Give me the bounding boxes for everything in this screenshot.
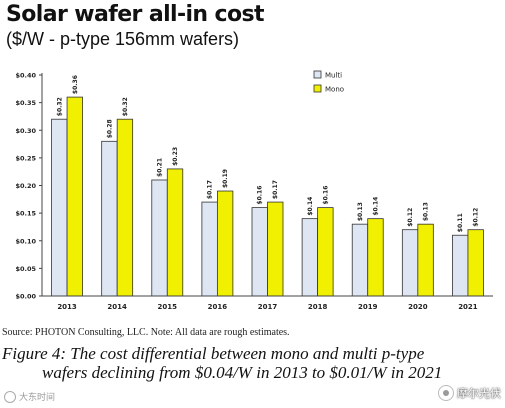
watermark-left-text: 大东时间 — [19, 393, 56, 403]
bar-mono-2016 — [216, 190, 234, 297]
logo-icon — [438, 385, 454, 401]
data-label: $0.12 — [407, 208, 414, 227]
bar-multi-2017 — [251, 207, 268, 297]
bar-multi-2014 — [101, 140, 118, 297]
data-label: $0.19 — [222, 169, 229, 188]
bar-mono-2015 — [166, 168, 184, 297]
figure-caption: Figure 4: The cost differential between … — [0, 344, 505, 382]
caption-line-1: Figure 4: The cost differential between … — [2, 344, 425, 363]
x-tick-label: 2016 — [208, 303, 228, 311]
x-tick-label: 2020 — [408, 303, 428, 311]
watermark-left: 大东时间 — [4, 390, 55, 403]
data-label: $0.12 — [473, 208, 480, 227]
wechat-icon — [4, 390, 16, 403]
data-label: $0.13 — [423, 202, 430, 221]
data-label: $0.17 — [272, 180, 279, 199]
bar-mono-2021 — [467, 229, 484, 297]
y-axis: $0.00 $0.05 $0.10 $0.15 $0.20 $0.25 $0.30 $0.35… — [15, 72, 43, 301]
y-tick-label: $0.10 — [15, 237, 36, 245]
y-tick-label: $0.20 — [15, 182, 36, 190]
bar-multi-2018 — [301, 218, 319, 297]
y-tick-label: $0.00 — [15, 293, 36, 301]
x-tick-label: 2015 — [158, 303, 178, 311]
bar-mono-2019 — [367, 218, 384, 297]
bar-mono-2014 — [116, 118, 134, 297]
y-tick-label: $0.30 — [15, 127, 36, 135]
bar-multi-2016 — [201, 201, 218, 297]
data-label: $0.36 — [72, 75, 79, 94]
data-label: $0.13 — [357, 202, 364, 221]
legend-swatch-mono — [313, 84, 322, 93]
x-tick-label: 2017 — [258, 303, 278, 311]
bar-multi-2015 — [151, 179, 168, 297]
data-label: $0.17 — [207, 180, 214, 199]
bar-chart: $0.00 $0.05 $0.10 $0.15 $0.20 $0.25 $0.30 $0.35… — [15, 70, 493, 311]
legend-label-multi: Multi — [325, 72, 342, 80]
data-label: $0.14 — [307, 197, 314, 216]
data-label: $0.21 — [157, 158, 164, 177]
legend-label-mono: Mono — [325, 86, 344, 94]
y-tick-label: $0.35 — [15, 99, 36, 107]
legend-swatch-multi — [313, 70, 322, 79]
data-label: $0.16 — [257, 186, 264, 205]
x-tick-label: 2018 — [308, 303, 328, 311]
data-label: $0.14 — [372, 197, 379, 216]
data-label: $0.28 — [106, 119, 113, 138]
y-tick-label: $0.25 — [15, 154, 36, 162]
bar-mono-2017 — [267, 201, 284, 297]
legend: Multi Mono — [313, 70, 344, 94]
watermark-right-text: 摩尔光伏 — [457, 387, 501, 400]
x-tick-label: 2014 — [107, 303, 127, 311]
data-label: $0.32 — [122, 97, 129, 116]
bar-multi-2020 — [401, 229, 419, 297]
x-axis: 2013 2014 2015 2016 2017 2018 2019 2020 2021 — [42, 295, 493, 311]
bar-multi-2013 — [51, 118, 68, 297]
bar-mono-2018 — [317, 207, 334, 297]
y-tick-label: $0.40 — [15, 72, 36, 80]
data-label: $0.11 — [457, 213, 464, 232]
bar-multi-2019 — [351, 223, 369, 297]
bar-multi-2021 — [452, 234, 469, 297]
data-label: $0.23 — [172, 147, 179, 166]
source-note: Source: PHOTON Consulting, LLC. Note: Al… — [2, 327, 290, 338]
bars: $0.32 $0.36 $0.28 $0.32 $0.21 $0.23 $0.17 $0.19… — [51, 75, 484, 297]
bar-mono-2020 — [417, 223, 434, 297]
data-label: $0.32 — [56, 97, 63, 116]
data-label: $0.16 — [322, 186, 329, 205]
x-tick-label: 2013 — [57, 303, 77, 311]
x-tick-label: 2019 — [358, 303, 378, 311]
chart-subtitle: ($/W - p-type 156mm wafers) — [6, 29, 240, 49]
y-tick-label: $0.05 — [15, 265, 36, 273]
chart-title: Solar wafer all-in cost — [6, 2, 265, 27]
caption-line-2: wafers declining from $0.04/W in 2013 to… — [42, 363, 443, 382]
x-tick-label: 2021 — [458, 303, 478, 311]
bar-mono-2013 — [66, 96, 83, 297]
watermark-right: 摩尔光伏 — [438, 385, 501, 401]
y-tick-label: $0.15 — [15, 210, 36, 218]
